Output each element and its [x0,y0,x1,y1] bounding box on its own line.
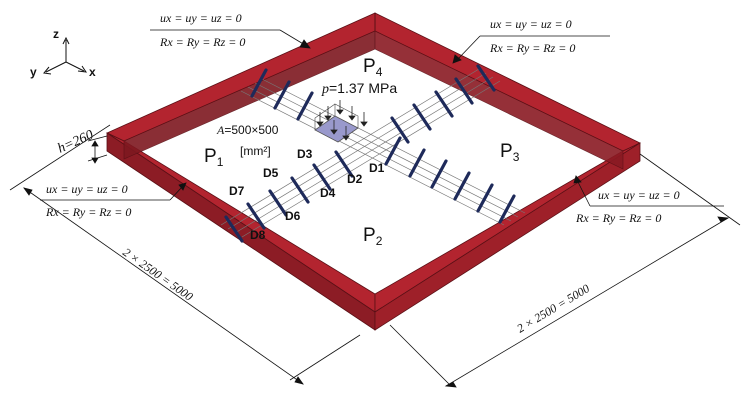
detector-label-d3: D3 [297,147,313,161]
bc-top-left-rotation: Rx = Ry = Rz = 0 [159,35,245,49]
axis-z-label: z [53,27,59,41]
detector-label-d6: D6 [285,209,301,223]
panel-p3: P3 [500,141,520,164]
bc-left-translation: ux = uy = uz = 0 [46,182,128,196]
axes-icon [43,36,88,75]
dimension-right-label: 2 × 2500 = 5000 [514,281,592,335]
height-label: h=260 [56,128,96,157]
bc-top-left-translation: ux = uy = uz = 0 [160,11,242,25]
bc-right-translation: ux = uy = uz = 0 [598,188,680,202]
detector-label-d1: D1 [369,161,385,175]
dimension-lines [9,124,741,388]
detector-label-d5: D5 [263,166,279,180]
area-label: A=500×500 [216,123,279,137]
height-dim [87,135,108,164]
detector-label-d8: D8 [250,228,266,242]
panel-p4: P4 [363,56,383,79]
panel-p2: P2 [363,225,383,248]
detector-label-d2: D2 [347,172,363,186]
bc-right-rotation: Rx = Ry = Rz = 0 [575,211,661,225]
detector-label-d7: D7 [229,184,245,198]
bc-leaders [40,29,724,207]
axis-y-label: y [30,65,37,79]
pressure-arrows [316,100,368,141]
axis-x-label: x [89,65,96,79]
bc-left-rotation: Rx = Ry = Rz = 0 [45,205,131,219]
bc-top-right-translation: ux = uy = uz = 0 [490,17,572,31]
detector-label-d4: D4 [320,186,336,200]
cross-bars [224,64,516,243]
area-unit-label: [mm²] [240,144,271,158]
dimension-left-label: 2 × 2500 = 5000 [120,245,195,304]
panel-p1: P1 [204,146,224,169]
perimeter-wall [106,12,641,331]
pressure-label: p=1.37 MPa [321,80,397,97]
bc-top-right-rotation: Rx = Ry = Rz = 0 [489,41,575,55]
